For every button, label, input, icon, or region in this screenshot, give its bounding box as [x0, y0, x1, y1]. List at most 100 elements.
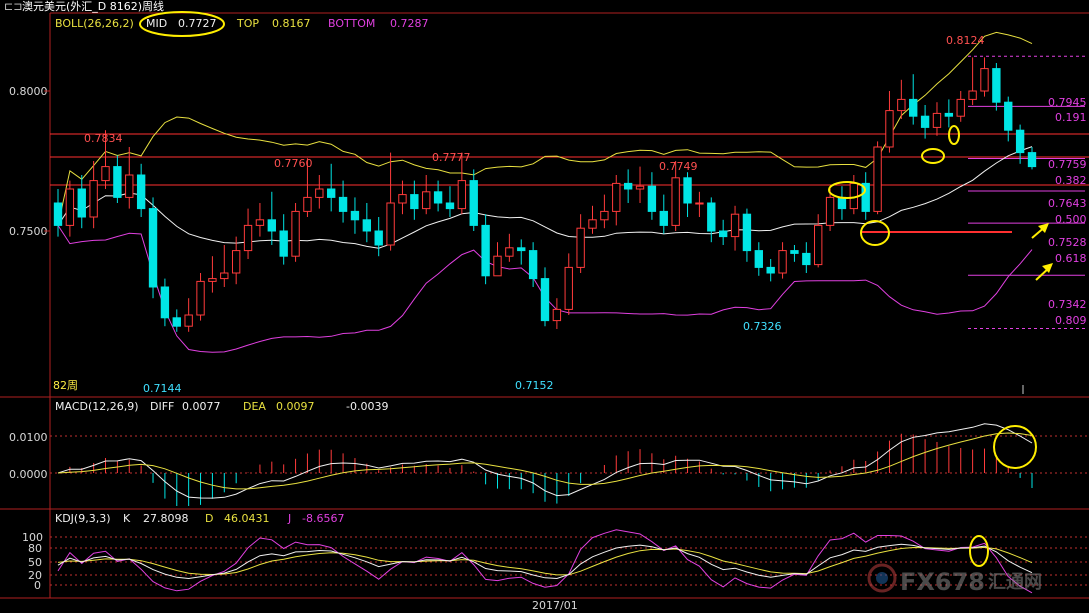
fib-ratio-4: 0.809: [1055, 314, 1087, 327]
label-high-1: 0.7834: [84, 132, 123, 145]
candle-body: [1015, 129, 1025, 154]
window-title: 澳元美元(外汇_D 8162)周线: [22, 0, 164, 13]
candle-body: [980, 68, 989, 92]
candle-body: [825, 196, 835, 226]
window-menu-icon[interactable]: ⊏⊐: [4, 0, 22, 13]
label-high-5: 0.8124: [946, 34, 985, 47]
annotation-circle-1: [828, 181, 866, 199]
candle-body: [873, 146, 882, 212]
watermark-logo-core: [876, 572, 888, 584]
boll-legend: BOLL(26,26,2) MID 0.7727 TOP 0.8167 BOTT…: [55, 11, 429, 37]
candle-body: [517, 247, 526, 252]
period-label: 82周: [53, 379, 78, 392]
candle-body: [267, 219, 276, 232]
boll-top-label: TOP: [236, 17, 259, 30]
fib-price-2: 0.7643: [1048, 197, 1087, 210]
fib-price-0: 0.7945: [1048, 96, 1087, 109]
macd-legend: MACD(12,26,9) DIFF 0.0077 DEA 0.0097 -0.…: [55, 400, 388, 413]
watermark: FX678 汇通网: [867, 563, 1042, 596]
candle-body: [920, 115, 930, 128]
macd-dea-value: 0.0097: [276, 400, 315, 413]
candle-body: [528, 250, 538, 280]
kdj-k-label: K: [123, 512, 131, 525]
candle-body: [53, 202, 63, 226]
mid-annotation-circle: [139, 11, 225, 37]
fib-price-4: 0.7342: [1048, 298, 1087, 311]
candle-body: [588, 219, 597, 229]
candle-body: [742, 213, 752, 252]
kdj-d-line: [57, 546, 1033, 576]
candle-body: [718, 230, 728, 238]
fib-ratio-3: 0.618: [1055, 252, 1087, 265]
fib-price-3: 0.7528: [1048, 236, 1087, 249]
watermark-suffix: 汇通网: [988, 572, 1042, 593]
candle-body: [612, 182, 621, 212]
candle-body: [469, 180, 478, 226]
candle-body: [65, 188, 75, 226]
candle-body: [909, 98, 918, 117]
candle-body: [433, 191, 443, 204]
candle-body: [125, 174, 134, 198]
main-y-axis: 0.8000 0.7500: [9, 85, 50, 238]
candle-body: [386, 202, 395, 246]
kdj-legend: KDJ(9,3,3) K 27.8098 D 46.0431 J -8.6567: [55, 512, 344, 525]
fib-labels: 0.7945 0.191 0.7759 0.382 0.7643 0.500 0…: [1048, 96, 1087, 327]
boll-bottom-label: BOTTOM: [328, 17, 375, 30]
candle-body: [671, 177, 680, 226]
boll-top-value: 0.8167: [272, 17, 311, 30]
label-high-4: 0.7749: [659, 160, 698, 173]
fibonacci-lines: [968, 55, 1085, 329]
kdj-tick-20: 20: [28, 569, 42, 582]
candle-body: [208, 278, 217, 282]
candle-body: [303, 196, 312, 212]
candle-body: [861, 182, 870, 212]
candle-body: [327, 188, 336, 198]
candle-body: [552, 308, 562, 322]
candle-body: [576, 227, 585, 268]
candle-body: [89, 180, 98, 218]
candle-body: [338, 196, 348, 212]
boll-name: BOLL(26,26,2): [55, 17, 134, 30]
y-tick-0750: 0.7500: [9, 225, 48, 238]
label-low-1: 0.7144: [143, 382, 182, 395]
macd-diff-label: DIFF: [150, 400, 174, 413]
candle-body: [136, 174, 146, 210]
title-bar: ⊏⊐ 澳元美元(外汇_D 8162)周线: [4, 0, 164, 13]
annotation-circle-2: [860, 220, 890, 246]
kdj-tick-80: 80: [28, 542, 42, 555]
macd-histogram: [69, 433, 1033, 506]
candle-body: [184, 314, 193, 327]
candle-body: [148, 208, 158, 288]
macd-diff-line: [57, 423, 1033, 499]
annotation-circle-3: [921, 148, 945, 164]
kdj-j-label: J: [287, 512, 291, 525]
candle-body: [778, 250, 787, 274]
candle-body: [766, 266, 775, 274]
macd-diff-value: 0.0077: [182, 400, 221, 413]
candle-body: [564, 266, 573, 310]
main-annotations: [828, 125, 1053, 394]
candle-body: [279, 230, 288, 257]
candle-body: [315, 188, 324, 198]
candle-body: [623, 182, 633, 190]
kdj-j-value: -8.6567: [302, 512, 344, 525]
annotation-circle-4: [948, 125, 960, 145]
label-high-3: 0.7777: [432, 151, 471, 164]
kdj-d-value: 46.0431: [224, 512, 270, 525]
candle-body: [802, 252, 811, 266]
candle-body: [659, 210, 668, 226]
candle-body: [647, 185, 657, 212]
candle-body: [493, 255, 502, 277]
candle-body: [695, 202, 704, 205]
candle-body: [956, 98, 965, 117]
kdj-tick-0: 0: [34, 579, 41, 592]
candle-body: [160, 286, 170, 319]
arrow-icon-1: [1031, 223, 1049, 239]
label-high-2: 0.7760: [274, 157, 313, 170]
boll-mid-line: [57, 146, 1033, 249]
fib-price-1: 0.7759: [1048, 158, 1087, 171]
fib-ratio-0: 0.191: [1055, 111, 1087, 124]
kdj-k-value: 27.8098: [143, 512, 189, 525]
watermark-text: FX678: [900, 568, 985, 596]
